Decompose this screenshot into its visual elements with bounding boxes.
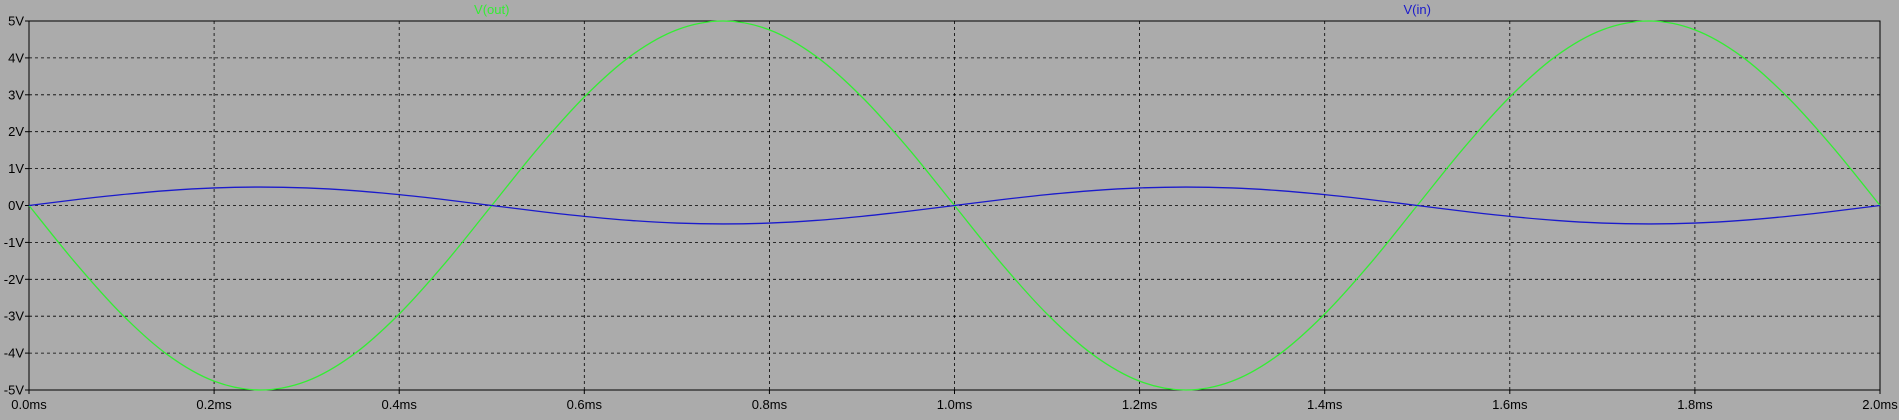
legend-label: V(out) (474, 2, 509, 17)
x-tick-label: 0.4ms (381, 397, 417, 412)
series-line-v-in (28, 186, 1881, 225)
x-tick-label: 0.0ms (11, 397, 47, 412)
y-tick-label: -1V (4, 235, 25, 250)
axis-ticks: 0.0ms 0.2ms 0.4ms 0.6ms 0.8ms 1.0ms 1.2ms 1.4ms… (4, 14, 1898, 413)
legend-label: V(in) (1404, 2, 1431, 17)
y-tick-label: -3V (4, 309, 25, 324)
x-tick-label: 1.8ms (1677, 397, 1713, 412)
x-tick-label: 0.8ms (752, 397, 788, 412)
y-tick-label: 3V (8, 87, 24, 102)
x-tick-label: 2.0ms (1862, 397, 1898, 412)
x-tick-label: 0.2ms (196, 397, 232, 412)
x-tick-label: 1.4ms (1307, 397, 1343, 412)
y-tick-label: 4V (8, 50, 24, 65)
y-tick-label: -4V (4, 346, 25, 361)
series-lines (28, 20, 1881, 391)
x-tick-label: 1.2ms (1122, 397, 1158, 412)
x-tick-label: 1.0ms (937, 397, 973, 412)
y-tick-label: 5V (8, 14, 24, 29)
x-tick-label: 0.6ms (567, 397, 603, 412)
x-tick-label: 1.6ms (1492, 397, 1528, 412)
grid-lines (29, 21, 1880, 390)
legend: V(out) V(in) (474, 2, 1431, 17)
y-tick-label: -5V (4, 383, 25, 398)
y-tick-label: -2V (4, 272, 25, 287)
y-tick-label: 0V (8, 198, 24, 213)
y-tick-label: 1V (8, 161, 24, 176)
y-tick-label: 2V (8, 124, 24, 139)
